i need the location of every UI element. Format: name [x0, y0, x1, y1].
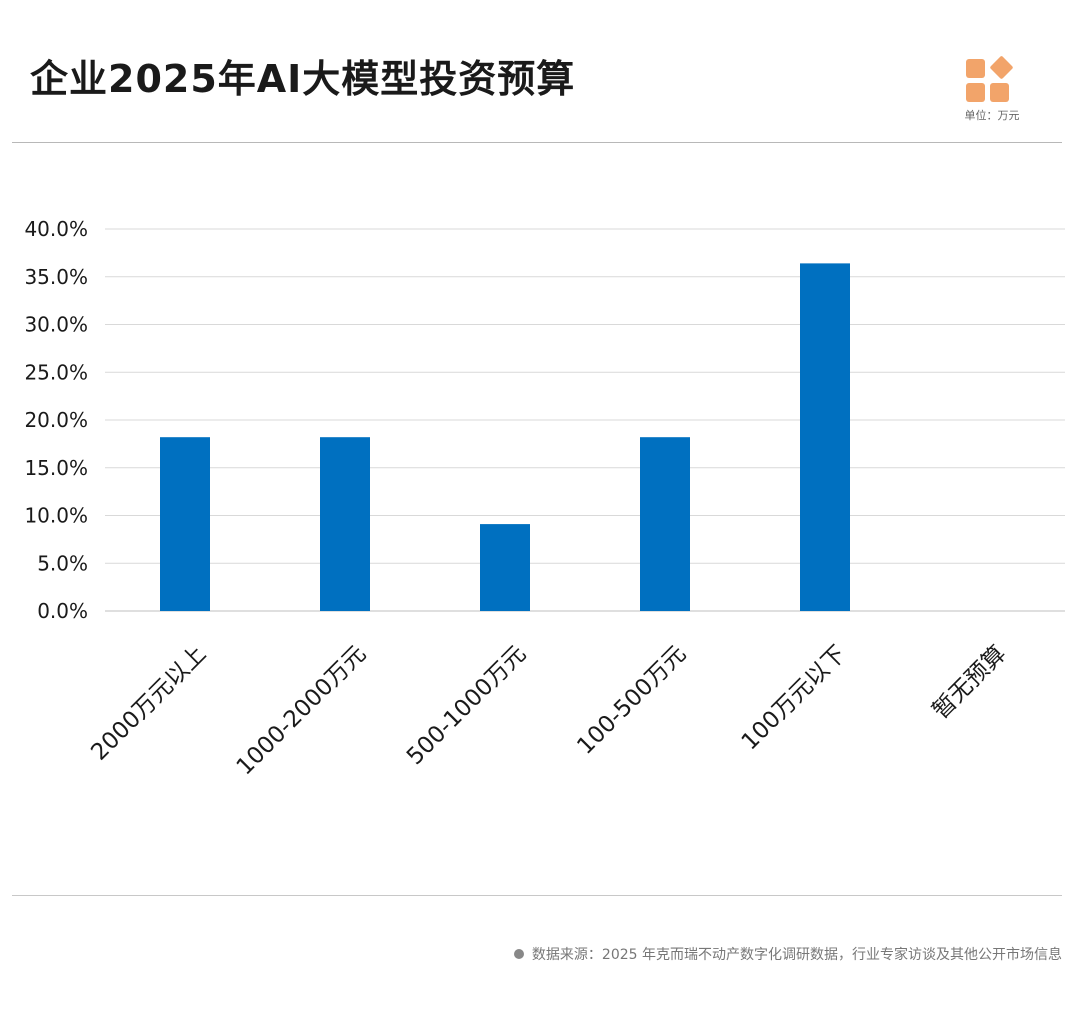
- y-axis-ticks: 0.0% 5.0% 10.0% 15.0% 20.0% 25.0% 30.0% 35.0% 40…: [24, 217, 88, 623]
- x-tick-label: 暂无预算: [928, 641, 1011, 724]
- bar: [160, 437, 210, 611]
- brand-logo-icon: [966, 56, 1013, 102]
- grid-lines: [105, 228, 1065, 612]
- source-text: 数据来源：2025 年克而瑞不动产数字化调研数据，行业专家访谈及其他公开市场信息: [531, 947, 1062, 963]
- bars: [160, 263, 850, 611]
- logo-square-bottom-left: [966, 83, 985, 102]
- page-title: 企业2025年AI大模型投资预算: [30, 57, 576, 101]
- y-tick-label: 0.0%: [37, 599, 88, 623]
- x-tick-label: 500-1000万元: [402, 641, 531, 770]
- x-axis-ticks: 2000万元以上 1000-2000万元 500-1000万元 100-500万元 10…: [86, 641, 1011, 781]
- y-tick-label: 5.0%: [37, 551, 88, 575]
- bullet-dot-icon: [513, 949, 524, 959]
- logo-square-bottom-right: [990, 83, 1009, 102]
- bar: [800, 263, 850, 611]
- y-tick-label: 25.0%: [24, 360, 88, 384]
- y-tick-label: 20.0%: [24, 408, 88, 432]
- unit-label: 单位：万元: [964, 109, 1020, 122]
- x-tick-label: 1000-2000万元: [232, 641, 372, 781]
- x-tick-label: 2000万元以上: [86, 641, 211, 766]
- logo-diamond: [990, 56, 1013, 79]
- bar-chart: 0.0% 5.0% 10.0% 15.0% 20.0% 25.0% 30.0% 35.0% 40…: [24, 217, 1065, 781]
- y-tick-label: 10.0%: [24, 504, 88, 528]
- bar: [480, 524, 530, 611]
- y-tick-label: 40.0%: [24, 217, 88, 241]
- y-tick-label: 35.0%: [24, 265, 88, 289]
- x-tick-label: 100万元以下: [737, 641, 851, 755]
- header-divider: [12, 142, 1062, 143]
- logo-square-top-left: [966, 59, 985, 78]
- source-note: 数据来源：2025 年克而瑞不动产数字化调研数据，行业专家访谈及其他公开市场信息: [513, 944, 1062, 964]
- y-tick-label: 15.0%: [24, 456, 88, 480]
- x-tick-label: 100-500万元: [572, 641, 691, 760]
- bar: [320, 437, 370, 611]
- footer-divider: [12, 895, 1062, 896]
- y-tick-label: 30.0%: [24, 313, 88, 337]
- bar: [640, 437, 690, 611]
